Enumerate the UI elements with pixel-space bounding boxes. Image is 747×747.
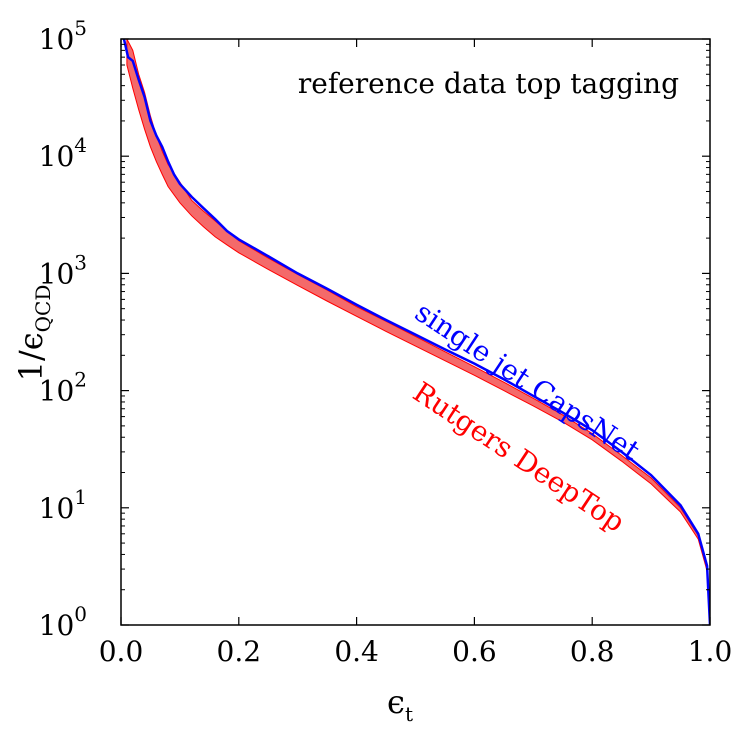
plot-frame — [120, 38, 711, 626]
x-axis-label: ϵt — [387, 683, 413, 726]
y-tick-label: 101 — [39, 485, 87, 525]
chart-annotation: reference data top tagging — [298, 67, 679, 100]
axis-ticks: 0.0 0.2 0.4 0.6 0.8 1.0 100 101 102 103 104 105 — [39, 16, 733, 668]
series-line-single-jet-capsnet — [122, 39, 710, 625]
y-tick-label: 103 — [39, 250, 87, 290]
plot-area — [122, 39, 710, 625]
x-tick-label: 0.6 — [452, 635, 497, 668]
series-band-rutgers-deeptop — [126, 39, 710, 625]
y-tick-label: 104 — [39, 133, 87, 173]
x-tick-label: 0.2 — [217, 635, 262, 668]
x-tick-label: 0.4 — [334, 635, 379, 668]
y-axis-label: 1/ϵQCD — [12, 285, 55, 382]
curve-label: Rutgers DeepTop — [407, 375, 631, 538]
y-tick-label: 102 — [39, 368, 87, 408]
x-tick-label: 0.0 — [99, 635, 144, 668]
y-tick-label: 105 — [39, 16, 87, 56]
y-tick-label: 100 — [39, 602, 87, 642]
x-tick-label: 0.8 — [570, 635, 615, 668]
x-tick-label: 1.0 — [688, 635, 733, 668]
